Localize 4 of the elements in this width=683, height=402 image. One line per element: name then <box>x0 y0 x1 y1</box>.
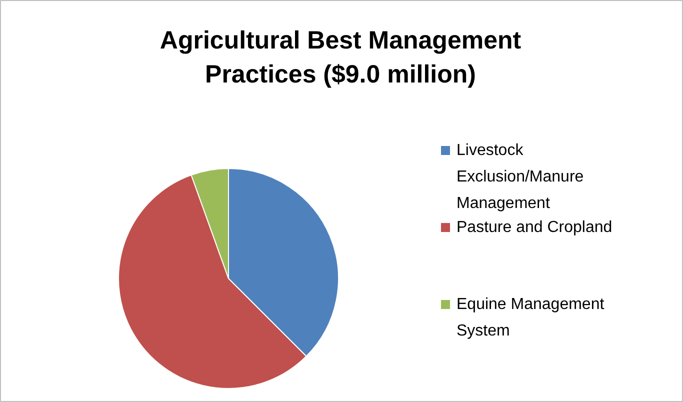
legend-label: Livestock Exclusion/Manure Management <box>456 142 584 212</box>
legend-label: Equine Management System <box>456 296 605 340</box>
chart-title: Agricultural Best Management Practices ($9.0 million) <box>160 26 522 88</box>
legend-label: Pasture and Cropland <box>456 219 612 236</box>
